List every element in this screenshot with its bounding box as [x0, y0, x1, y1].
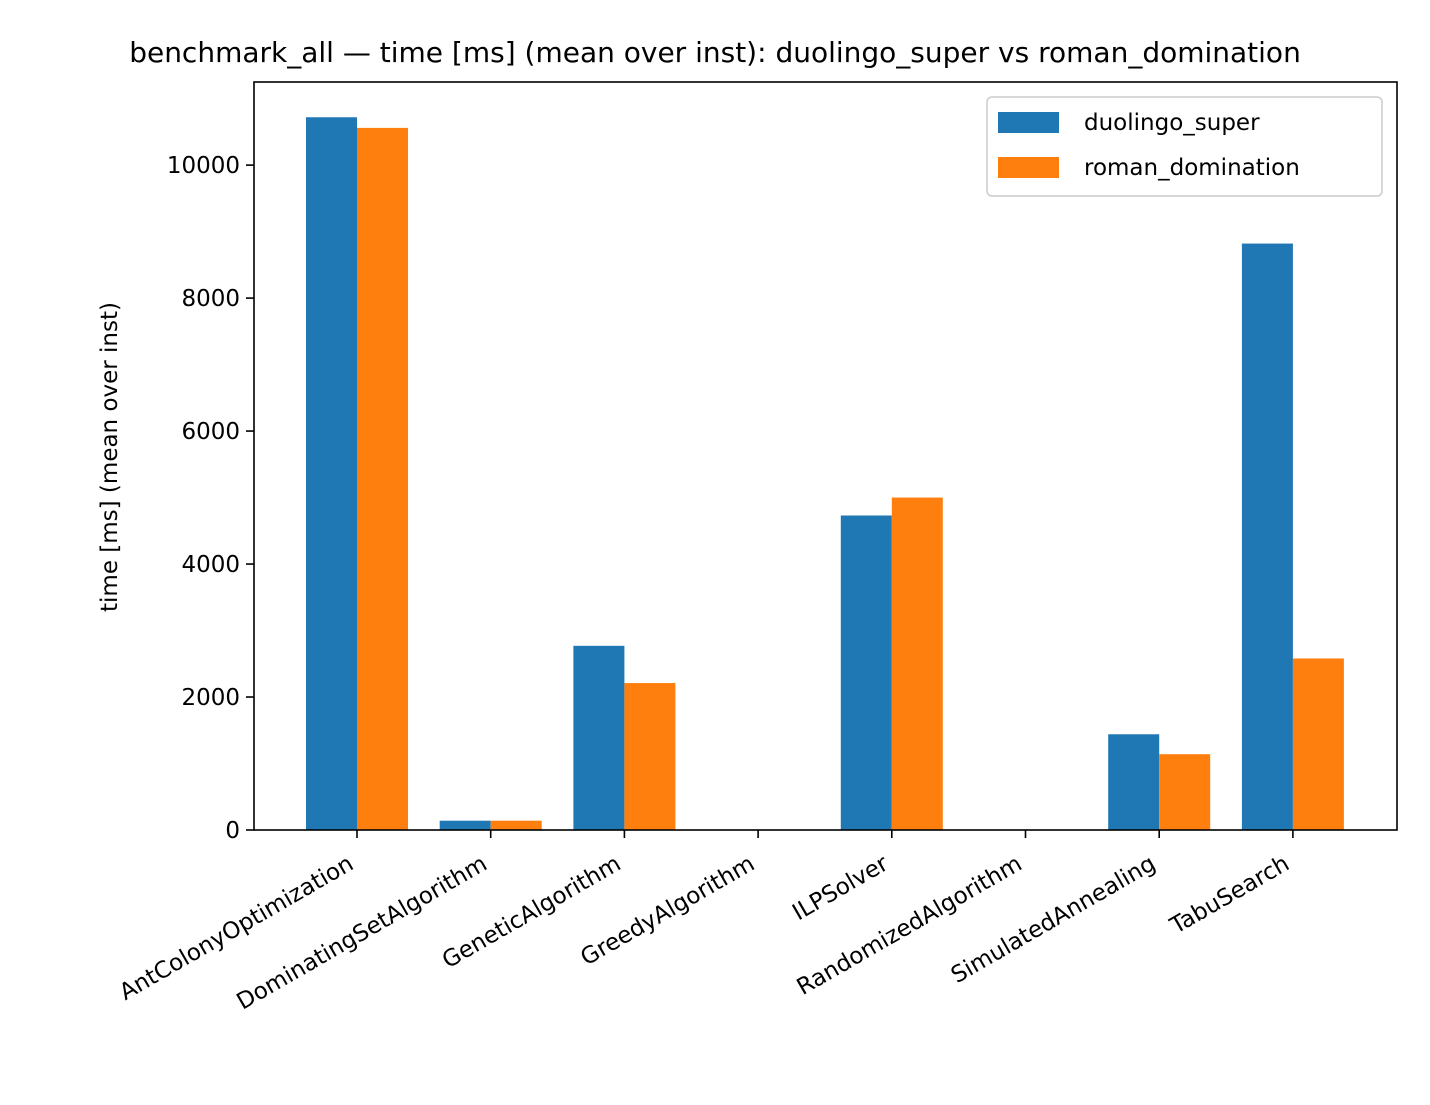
- y-tick-label: 2000: [181, 685, 240, 711]
- bar-roman_domination-GeneticAlgorithm: [624, 683, 676, 830]
- legend: duolingo_super roman_domination: [986, 96, 1383, 197]
- legend-label-duolingo_super: duolingo_super: [1084, 110, 1260, 136]
- x-tick-label: DominatingSetAlgorithm: [233, 851, 492, 1016]
- legend-swatch-duolingo_super: [998, 112, 1059, 133]
- bar-duolingo_super-DominatingSetAlgorithm: [439, 820, 491, 830]
- y-axis-label: time [ms] (mean over inst): [97, 302, 123, 612]
- x-tick-label: TabuSearch: [1165, 851, 1294, 940]
- bar-duolingo_super-AntColonyOptimization: [306, 117, 357, 831]
- y-tick-label: 8000: [181, 286, 240, 312]
- bar-roman_domination-DominatingSetAlgorithm: [490, 820, 542, 830]
- chart-title: benchmark_all — time [ms] (mean over ins…: [129, 36, 1301, 69]
- bar-duolingo_super-TabuSearch: [1241, 243, 1293, 830]
- x-tick-label: RandomizedAlgorithm: [793, 851, 1027, 1001]
- legend-label-roman_domination: roman_domination: [1084, 155, 1300, 181]
- y-tick-label: 6000: [181, 419, 240, 445]
- bar-roman_domination-ILPSolver: [891, 497, 943, 830]
- bars-layer: [306, 117, 1344, 831]
- x-tick-label: ILPSolver: [788, 850, 893, 926]
- bar-duolingo_super-ILPSolver: [840, 515, 892, 830]
- bar-duolingo_super-SimulatedAnnealing: [1108, 734, 1160, 830]
- y-tick-label: 0: [225, 818, 240, 844]
- y-tick-label: 10000: [167, 153, 240, 179]
- bar-duolingo_super-GeneticAlgorithm: [573, 645, 625, 830]
- y-tick-label: 4000: [181, 552, 240, 578]
- legend-swatch-roman_domination: [998, 157, 1059, 178]
- legend-box: [986, 96, 1383, 197]
- bar-roman_domination-TabuSearch: [1292, 658, 1344, 830]
- bar-roman_domination-AntColonyOptimization: [357, 127, 408, 830]
- bar-roman_domination-SimulatedAnnealing: [1159, 754, 1211, 830]
- x-tick-label: AntColonyOptimization: [115, 851, 358, 1006]
- plot-frame: [253, 81, 1398, 831]
